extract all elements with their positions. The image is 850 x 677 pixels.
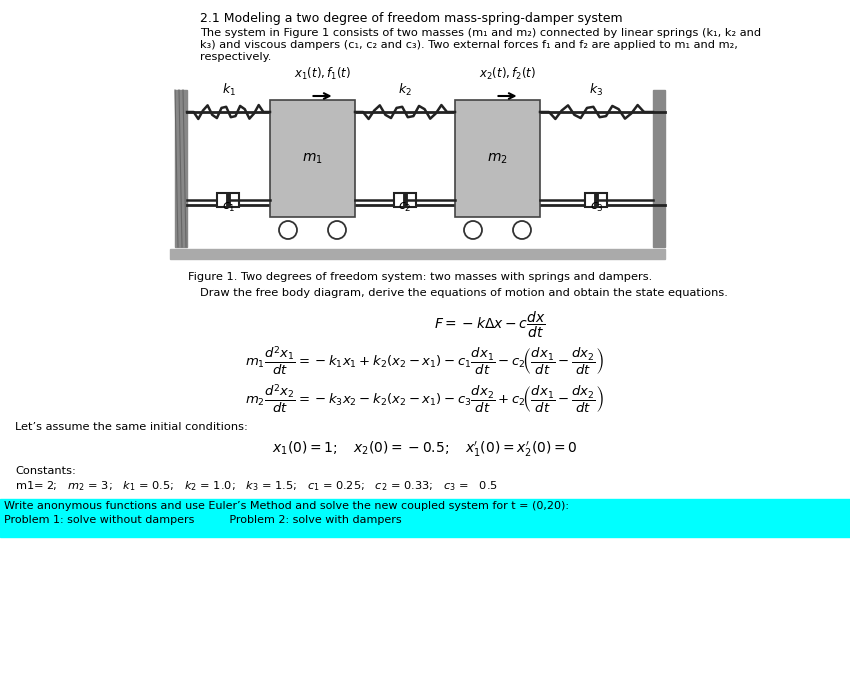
- Text: m1= 2;   $m_2$ = 3;   $k_1$ = 0.5;   $k_2$ = 1.0;   $k_3$ = 1.5;   $c_1$ = 0.25;: m1= 2; $m_2$ = 3; $k_1$ = 0.5; $k_2$ = 1…: [15, 479, 498, 493]
- Bar: [394, 193, 416, 207]
- Bar: [586, 193, 608, 207]
- Circle shape: [513, 221, 531, 239]
- Text: Figure 1. Two degrees of freedom system: two masses with springs and dampers.: Figure 1. Two degrees of freedom system:…: [188, 272, 652, 282]
- Text: $k_3$: $k_3$: [589, 82, 604, 98]
- Text: $m_1$: $m_1$: [302, 151, 323, 166]
- Bar: [653, 90, 665, 247]
- Text: k₃) and viscous dampers (c₁, c₂ and c₃). Two external forces f₁ and f₂ are appli: k₃) and viscous dampers (c₁, c₂ and c₃).…: [200, 40, 738, 50]
- Text: Constants:: Constants:: [15, 466, 76, 476]
- Bar: [0, 499, 850, 537]
- Text: $F = -k\Delta x - c\dfrac{dx}{dt}$: $F = -k\Delta x - c\dfrac{dx}{dt}$: [434, 310, 546, 341]
- Text: $k_1$: $k_1$: [222, 82, 235, 98]
- Bar: [218, 193, 240, 207]
- Text: $m_2$: $m_2$: [487, 151, 507, 166]
- Circle shape: [464, 221, 482, 239]
- Text: $m_1\dfrac{d^2x_1}{dt} = -k_1x_1 + k_2(x_2 - x_1) - c_1\dfrac{dx_1}{dt} - c_2\!\: $m_1\dfrac{d^2x_1}{dt} = -k_1x_1 + k_2(x…: [246, 344, 604, 377]
- Text: 2.1 Modeling a two degree of freedom mass-spring-damper system: 2.1 Modeling a two degree of freedom mas…: [200, 12, 622, 25]
- Text: $c_1$: $c_1$: [222, 201, 235, 214]
- Text: $x_2(t), f_2(t)$: $x_2(t), f_2(t)$: [479, 66, 536, 82]
- Bar: [170, 249, 665, 259]
- Text: $m_2\dfrac{d^2x_2}{dt} = -k_3x_2 - k_2(x_2 - x_1) - c_3\dfrac{dx_2}{dt} + c_2\!\: $m_2\dfrac{d^2x_2}{dt} = -k_3x_2 - k_2(x…: [246, 382, 604, 415]
- Text: respectively.: respectively.: [200, 52, 271, 62]
- Text: Let’s assume the same initial conditions:: Let’s assume the same initial conditions…: [15, 422, 248, 432]
- Text: The system in Figure 1 consists of two masses (m₁ and m₂) connected by linear sp: The system in Figure 1 consists of two m…: [200, 28, 761, 38]
- Bar: [175, 90, 187, 247]
- Bar: [270, 100, 355, 217]
- Circle shape: [279, 221, 297, 239]
- Text: Problem 1: solve without dampers          Problem 2: solve with dampers: Problem 1: solve without dampers Problem…: [4, 515, 401, 525]
- Text: Write anonymous functions and use Euler’s Method and solve the new coupled syste: Write anonymous functions and use Euler’…: [4, 501, 569, 511]
- Bar: [455, 100, 540, 217]
- Text: $k_2$: $k_2$: [398, 82, 412, 98]
- Text: $c_2$: $c_2$: [399, 201, 411, 214]
- Text: Draw the free body diagram, derive the equations of motion and obtain the state : Draw the free body diagram, derive the e…: [200, 288, 728, 298]
- Circle shape: [328, 221, 346, 239]
- Text: $x_1(0) = 1;\quad x_2(0) = -0.5;\quad x_1'(0) = x_2'(0) = 0$: $x_1(0) = 1;\quad x_2(0) = -0.5;\quad x_…: [272, 440, 578, 459]
- Text: $c_3$: $c_3$: [590, 201, 604, 214]
- Text: $x_1(t), f_1(t)$: $x_1(t), f_1(t)$: [294, 66, 351, 82]
